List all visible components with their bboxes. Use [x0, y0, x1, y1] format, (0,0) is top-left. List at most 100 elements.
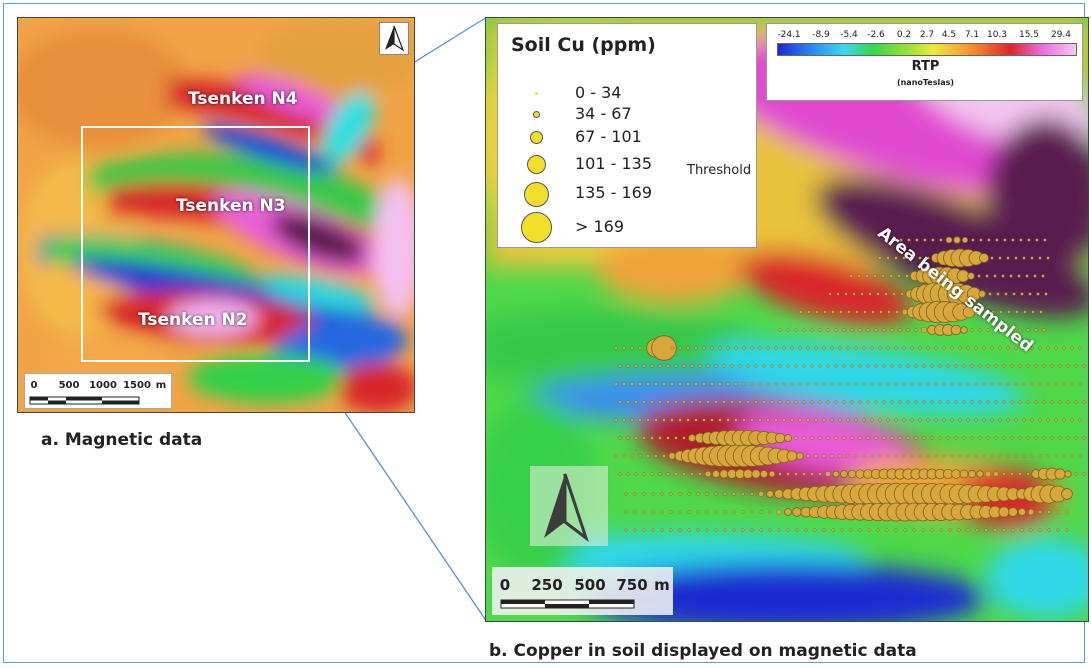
soil-sample-point [934, 346, 938, 350]
soil-sample-point [688, 434, 696, 442]
legend-label: 34 - 67 [575, 104, 632, 123]
soil-sample-point [874, 436, 878, 440]
soil-sample-point [986, 436, 990, 440]
soil-sample-point [651, 335, 677, 361]
soil-sample-point [1006, 454, 1010, 458]
soil-sample-point [822, 382, 826, 386]
soil-sample-point [984, 470, 992, 478]
soil-sample-point [977, 274, 981, 278]
soil-sample-point [796, 452, 804, 460]
soil-sample-point [1046, 382, 1050, 386]
soil-sample-point [718, 418, 722, 422]
soil-sample-point [742, 418, 746, 422]
soil-sample-point [846, 382, 850, 386]
rtp-color-ramp [777, 43, 1077, 56]
soil-sample-point [618, 472, 622, 476]
soil-sample-point [1042, 364, 1046, 368]
soil-sample-point [810, 400, 814, 404]
soil-sample-point [760, 470, 768, 478]
soil-sample-point [978, 400, 982, 404]
soil-sample-point [766, 382, 770, 386]
soil-sample-point [939, 238, 943, 242]
label-tsenken-n4: Tsenken N4 [188, 89, 298, 109]
soil-sample-point [669, 528, 673, 532]
soil-sample-point [687, 492, 691, 496]
soil-sample-point [826, 364, 830, 368]
soil-sample-point [638, 454, 642, 458]
soil-sample-point [742, 346, 746, 350]
legend-label: > 169 [575, 217, 625, 236]
soil-sample-point [876, 528, 880, 532]
soil-sample-point [871, 310, 875, 314]
rtp-title: RTP [911, 59, 940, 74]
soil-sample-point [1017, 507, 1027, 517]
soil-sample-point [962, 400, 966, 404]
soil-sample-point [718, 382, 722, 386]
rtp-unit: (nanoTeslas) [896, 78, 955, 87]
soil-sample-point [950, 382, 954, 386]
soil-sample-point [926, 346, 930, 350]
soil-sample-point [982, 382, 986, 386]
soil-sample-point [1047, 528, 1051, 532]
soil-sample-point [1006, 256, 1010, 260]
soil-sample-point [854, 454, 858, 458]
soil-sample-point [902, 454, 906, 458]
soil-sample-point [890, 328, 894, 332]
soil-sample-point [682, 472, 686, 476]
soil-sample-point [614, 382, 618, 386]
soil-sample-point [1078, 454, 1082, 458]
soil-sample-point [802, 400, 806, 404]
legend-class-5: 135 - 169 [498, 182, 758, 207]
soil-sample-point [1034, 400, 1038, 404]
soil-sample-point [1010, 328, 1014, 332]
soil-sample-point [914, 364, 918, 368]
soil-sample-point [1006, 418, 1010, 422]
soil-sample-point [830, 418, 834, 422]
soil-sample-point [870, 382, 874, 386]
north-arrow-icon [530, 466, 608, 546]
soil-sample-point [806, 346, 810, 350]
scale-a-tick: 500 [58, 380, 80, 391]
soil-sample-point [850, 436, 854, 440]
soil-sample-point [622, 346, 626, 350]
soil-sample-point [918, 418, 922, 422]
soil-sample-point [951, 469, 961, 479]
soil-sample-point [836, 292, 840, 296]
soil-sample-point [762, 400, 766, 404]
soil-sample-point [670, 382, 674, 386]
soil-sample-point [705, 492, 709, 496]
soil-sample-point [950, 418, 954, 422]
soil-sample-point [738, 364, 742, 368]
soil-sample-point [633, 510, 637, 514]
soil-sample-point [686, 382, 690, 386]
soil-sample-point [830, 382, 834, 386]
soil-sample-point [878, 382, 882, 386]
soil-sample-point [1058, 436, 1062, 440]
soil-sample-point [784, 434, 792, 442]
soil-sample-point [618, 436, 622, 440]
soil-sample-point [994, 436, 998, 440]
rtp-tick: 10.3 [986, 30, 1008, 40]
soil-sample-point [1064, 470, 1072, 478]
soil-sample-point [918, 346, 922, 350]
soil-sample-point [651, 492, 655, 496]
soil-sample-point [858, 436, 862, 440]
soil-sample-point [818, 328, 822, 332]
soil-sample-point [882, 400, 886, 404]
soil-sample-point [1018, 328, 1022, 332]
soil-sample-point [934, 418, 938, 422]
legend-symbol [535, 92, 538, 95]
rtp-tick: 2.7 [919, 30, 935, 40]
soil-sample-point [660, 492, 664, 496]
soil-sample-point [1054, 382, 1058, 386]
soil-sample-point [1030, 454, 1034, 458]
soil-sample-point [882, 364, 886, 368]
soil-sample-point [810, 364, 814, 368]
soil-sample-point [786, 364, 790, 368]
soil-sample-point [786, 328, 790, 332]
soil-sample-point [786, 528, 790, 532]
soil-sample-point [650, 472, 654, 476]
soil-sample-point [1009, 274, 1013, 278]
soil-sample-point [866, 436, 870, 440]
soil-sample-point [759, 510, 763, 514]
